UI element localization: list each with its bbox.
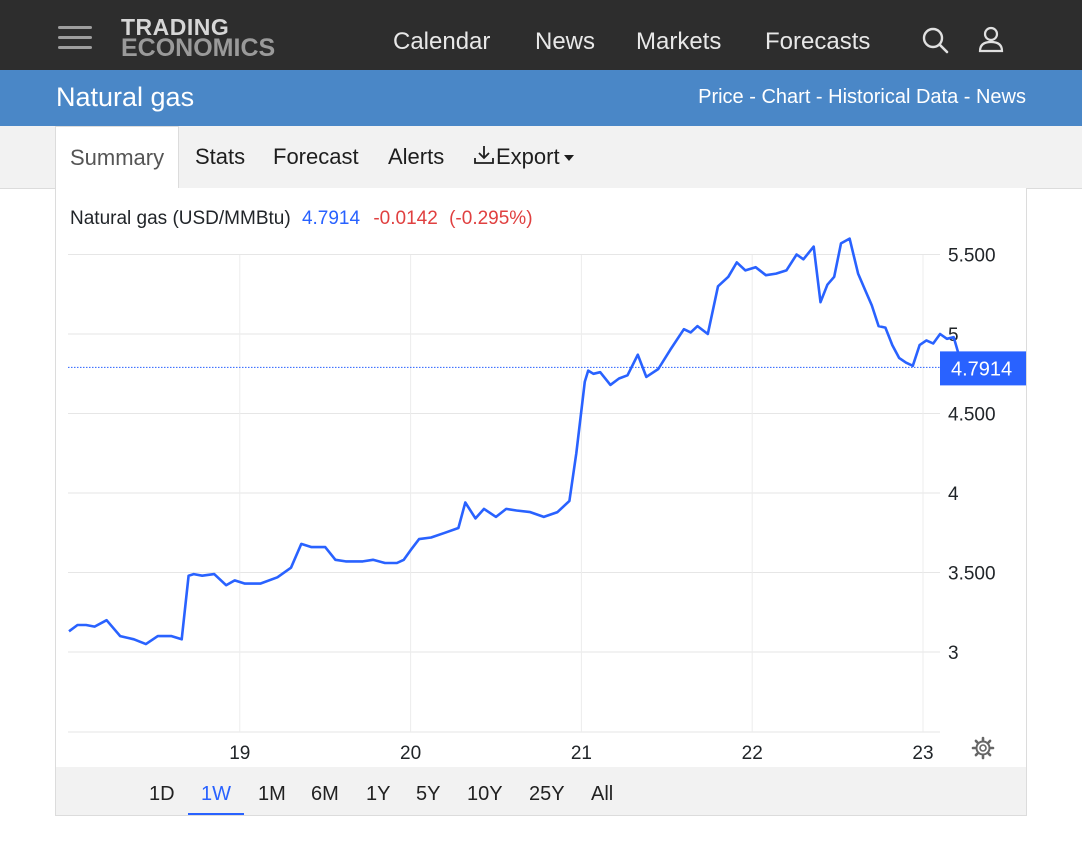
quote-name: Natural gas (USD/MMBtu) (70, 208, 291, 229)
menu-icon[interactable] (58, 24, 94, 52)
range-10y[interactable]: 10Y (467, 783, 503, 805)
x-axis-ticks: 19 20 21 22 23 (229, 743, 933, 764)
tab-forecast[interactable]: Forecast (273, 126, 359, 189)
x-tick-label: 20 (400, 743, 421, 764)
range-1m[interactable]: 1M (258, 783, 286, 805)
download-icon (474, 146, 494, 164)
range-selector (56, 767, 1026, 815)
tab-summary-label: Summary (70, 145, 165, 170)
last-price-badge (940, 351, 1026, 386)
series-line (68, 237, 969, 646)
range-6m[interactable]: 6M (311, 783, 339, 805)
link-separator: - (810, 86, 829, 108)
range-1y[interactable]: 1Y (366, 783, 391, 805)
tab-stats-label: Stats (195, 144, 246, 169)
link-historical-data[interactable]: Historical Data (828, 86, 959, 108)
x-tick-label: 19 (229, 743, 250, 764)
range-1d[interactable]: 1D (149, 783, 175, 805)
tab-stats[interactable]: Stats (195, 126, 245, 189)
active-range-indicator (188, 813, 244, 815)
quote-price: 4.7914 (302, 208, 361, 229)
user-icon[interactable] (976, 25, 1006, 55)
nav-markets[interactable]: Markets (636, 28, 722, 55)
y-tick-label: 4 (948, 484, 959, 505)
chevron-down-icon (563, 155, 574, 162)
last-price-label: 4.7914 (951, 358, 1012, 380)
nav-calendar[interactable]: Calendar (393, 28, 491, 55)
link-separator: - (743, 86, 762, 108)
instrument-header: Natural gas Price - Chart - Historical D… (0, 70, 1082, 126)
nav-forecasts[interactable]: Forecasts (765, 28, 871, 55)
tab-alerts-label: Alerts (388, 144, 445, 169)
range-all[interactable]: All (591, 783, 614, 805)
y-axis-ticks: 3 3.500 4 4.500 5 5.500 (948, 246, 996, 665)
x-tick-label: 22 (742, 743, 763, 764)
link-separator: - (958, 86, 976, 108)
tab-strip: Summary Stats Forecast Alerts Export (0, 126, 1082, 190)
range-25y[interactable]: 25Y (529, 783, 565, 805)
tab-forecast-label: Forecast (273, 144, 359, 169)
link-price[interactable]: Price (698, 86, 744, 108)
instrument-links: Price - Chart - Historical Data - News (698, 86, 1026, 109)
y-tick-label: 5.500 (948, 246, 996, 267)
link-news[interactable]: News (975, 86, 1026, 108)
range-5y[interactable]: 5Y (416, 783, 441, 805)
tab-summary[interactable]: Summary (55, 126, 180, 190)
y-tick-label: 4.500 (948, 405, 996, 426)
y-tick-label: 3 (948, 643, 959, 664)
y-tick-label: 5 (948, 325, 959, 346)
nav-news[interactable]: News (535, 28, 596, 55)
range-1w[interactable]: 1W (201, 783, 231, 805)
settings-icon[interactable] (971, 736, 995, 760)
export-label: Export (496, 144, 560, 169)
x-tick-label: 21 (571, 743, 592, 764)
quote-change-pct: (-0.295%) (449, 208, 532, 229)
logo-line1: TRADING (121, 14, 230, 40)
tab-alerts[interactable]: Alerts (388, 126, 444, 189)
quote-change: -0.0142 (373, 208, 437, 229)
top-navbar: TRADING ECONOMICS Calendar News Markets … (0, 0, 1082, 70)
search-icon[interactable] (920, 25, 950, 55)
quote-readout: Natural gas (USD/MMBtu) 4.7914 -0.0142 (… (70, 208, 533, 229)
export-dropdown[interactable]: Export (472, 126, 574, 189)
logo[interactable]: TRADING ECONOMICS (121, 14, 276, 62)
y-tick-label: 3.500 (948, 564, 996, 585)
chart-grid (68, 254, 940, 733)
logo-line2: ECONOMICS (121, 34, 276, 62)
page-title: Natural gas (56, 82, 195, 112)
x-tick-label: 23 (912, 743, 933, 764)
link-chart[interactable]: Chart (761, 86, 811, 108)
